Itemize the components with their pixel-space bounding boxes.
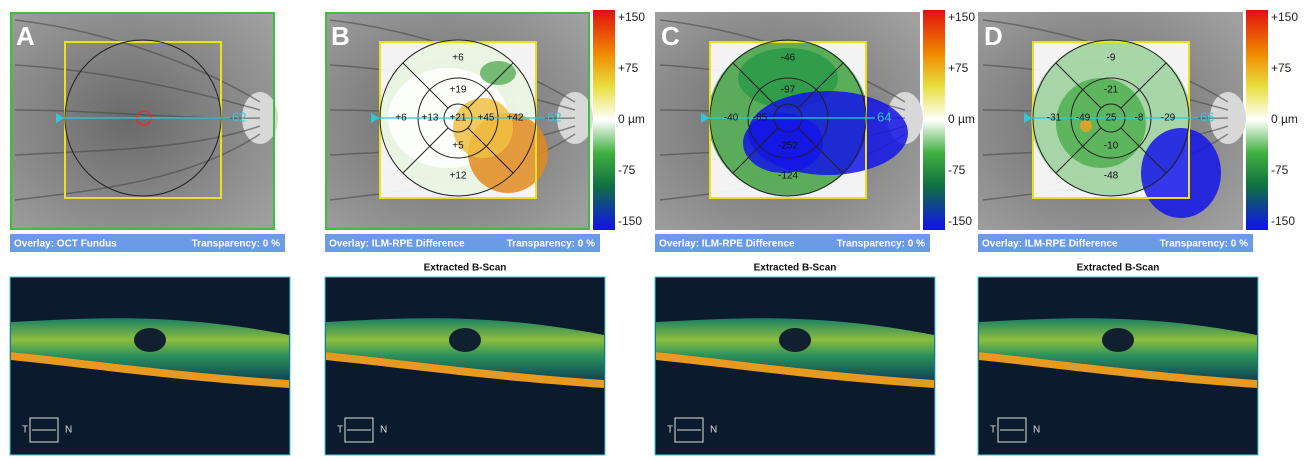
bscan-title: Extracted B-Scan xyxy=(424,263,507,274)
orientation-n: N xyxy=(1033,425,1040,436)
sector-value: +6 xyxy=(452,53,464,64)
sector-value: -124 xyxy=(778,171,798,182)
color-bar-label: +75 xyxy=(618,61,639,75)
sector-value: -49 xyxy=(1076,113,1091,124)
sector-value: -8 xyxy=(1135,113,1144,124)
sector-value: +21 xyxy=(450,113,467,124)
color-bar-label: -150 xyxy=(1271,214,1295,228)
color-bar-label: +75 xyxy=(948,61,969,75)
sector-value: -10 xyxy=(1104,141,1119,152)
color-bar-label: +150 xyxy=(948,10,975,24)
orientation-t: T xyxy=(22,425,28,436)
overlay-label: Overlay: ILM-RPE Difference xyxy=(329,239,465,250)
sector-value: +42 xyxy=(507,113,524,124)
overlay-label: Overlay: ILM-RPE Difference xyxy=(659,239,795,250)
panel-letter: A xyxy=(16,21,35,51)
color-bar-label: +150 xyxy=(1271,10,1298,24)
sector-value: -29 xyxy=(1161,113,1176,124)
scan-number: 66 xyxy=(1200,109,1214,124)
sector-value: -31 xyxy=(1047,113,1062,124)
orientation-n: N xyxy=(65,425,72,436)
color-bar-label: -75 xyxy=(618,163,636,177)
sector-value: 25 xyxy=(1105,113,1117,124)
transparency-label: Transparency: 0 % xyxy=(507,239,595,250)
color-bar-label: +150 xyxy=(618,10,645,24)
sector-value: -9 xyxy=(1107,53,1116,64)
cyst xyxy=(779,328,811,352)
bscan-title: Extracted B-Scan xyxy=(754,263,837,274)
map-region xyxy=(1141,128,1221,218)
map-region xyxy=(480,61,516,85)
color-bar-label: 0 µm xyxy=(948,112,975,126)
transparency-label: Transparency: 0 % xyxy=(837,239,925,250)
sector-value: +19 xyxy=(450,85,467,96)
color-bar-label: -75 xyxy=(1271,163,1289,177)
color-bar-label: 0 µm xyxy=(1271,112,1298,126)
panel: 62 +6 +19 +6 +13 +21 +45 +42 +5 +12 B +150 +75 0 µm -7… xyxy=(325,10,645,455)
cyst xyxy=(1102,328,1134,352)
panel: 66 -9 -21 -31 -49 25 -8 -29 -10 -48 D +150 +75 0 µm -7… xyxy=(978,10,1298,455)
scan-number: 62 xyxy=(232,109,246,124)
color-bar xyxy=(1246,10,1268,230)
color-bar xyxy=(593,10,615,230)
orientation-n: N xyxy=(380,425,387,436)
sector-value: -40 xyxy=(724,113,739,124)
color-bar-label: +75 xyxy=(1271,61,1292,75)
overlay-label: Overlay: ILM-RPE Difference xyxy=(982,239,1118,250)
sector-value: -97 xyxy=(781,85,796,96)
sector-value: -48 xyxy=(1104,171,1119,182)
color-bar-label: -150 xyxy=(618,214,642,228)
map-region xyxy=(1056,78,1146,168)
scan-number: 62 xyxy=(547,109,561,124)
cyst xyxy=(134,328,166,352)
sector-value: +12 xyxy=(450,171,467,182)
orientation-t: T xyxy=(337,425,343,436)
transparency-label: Transparency: 0 % xyxy=(192,239,280,250)
orientation-n: N xyxy=(710,425,717,436)
sector-value: +13 xyxy=(422,113,439,124)
sector-value: -21 xyxy=(1104,85,1119,96)
panel: 62 A Overlay: OCT Fundus Transparency: 0 % T… xyxy=(10,12,290,455)
sector-value: +6 xyxy=(395,113,407,124)
scan-number: 64 xyxy=(877,109,891,124)
panel-letter: D xyxy=(984,21,1003,51)
sector-value: -46 xyxy=(781,53,796,64)
color-bar xyxy=(923,10,945,230)
sector-value: +5 xyxy=(452,141,464,152)
figure: 62 A Overlay: OCT Fundus Transparency: 0 % T… xyxy=(0,0,1304,460)
bscan-title: Extracted B-Scan xyxy=(1077,263,1160,274)
panel: 64 -46 -97 -40 -85 -252 -124 C +150 +75 0 µm -75 -15… xyxy=(655,10,975,455)
cyst xyxy=(449,328,481,352)
color-bar-label: -75 xyxy=(948,163,966,177)
sector-value: -252 xyxy=(778,141,798,152)
color-bar-label: 0 µm xyxy=(618,112,645,126)
sector-value: +45 xyxy=(478,113,495,124)
panel-letter: C xyxy=(661,21,680,51)
orientation-t: T xyxy=(667,425,673,436)
orientation-t: T xyxy=(990,425,996,436)
sector-value: -85 xyxy=(753,113,768,124)
color-bar-label: -150 xyxy=(948,214,972,228)
transparency-label: Transparency: 0 % xyxy=(1160,239,1248,250)
overlay-label: Overlay: OCT Fundus xyxy=(14,239,117,250)
panel-letter: B xyxy=(331,21,350,51)
